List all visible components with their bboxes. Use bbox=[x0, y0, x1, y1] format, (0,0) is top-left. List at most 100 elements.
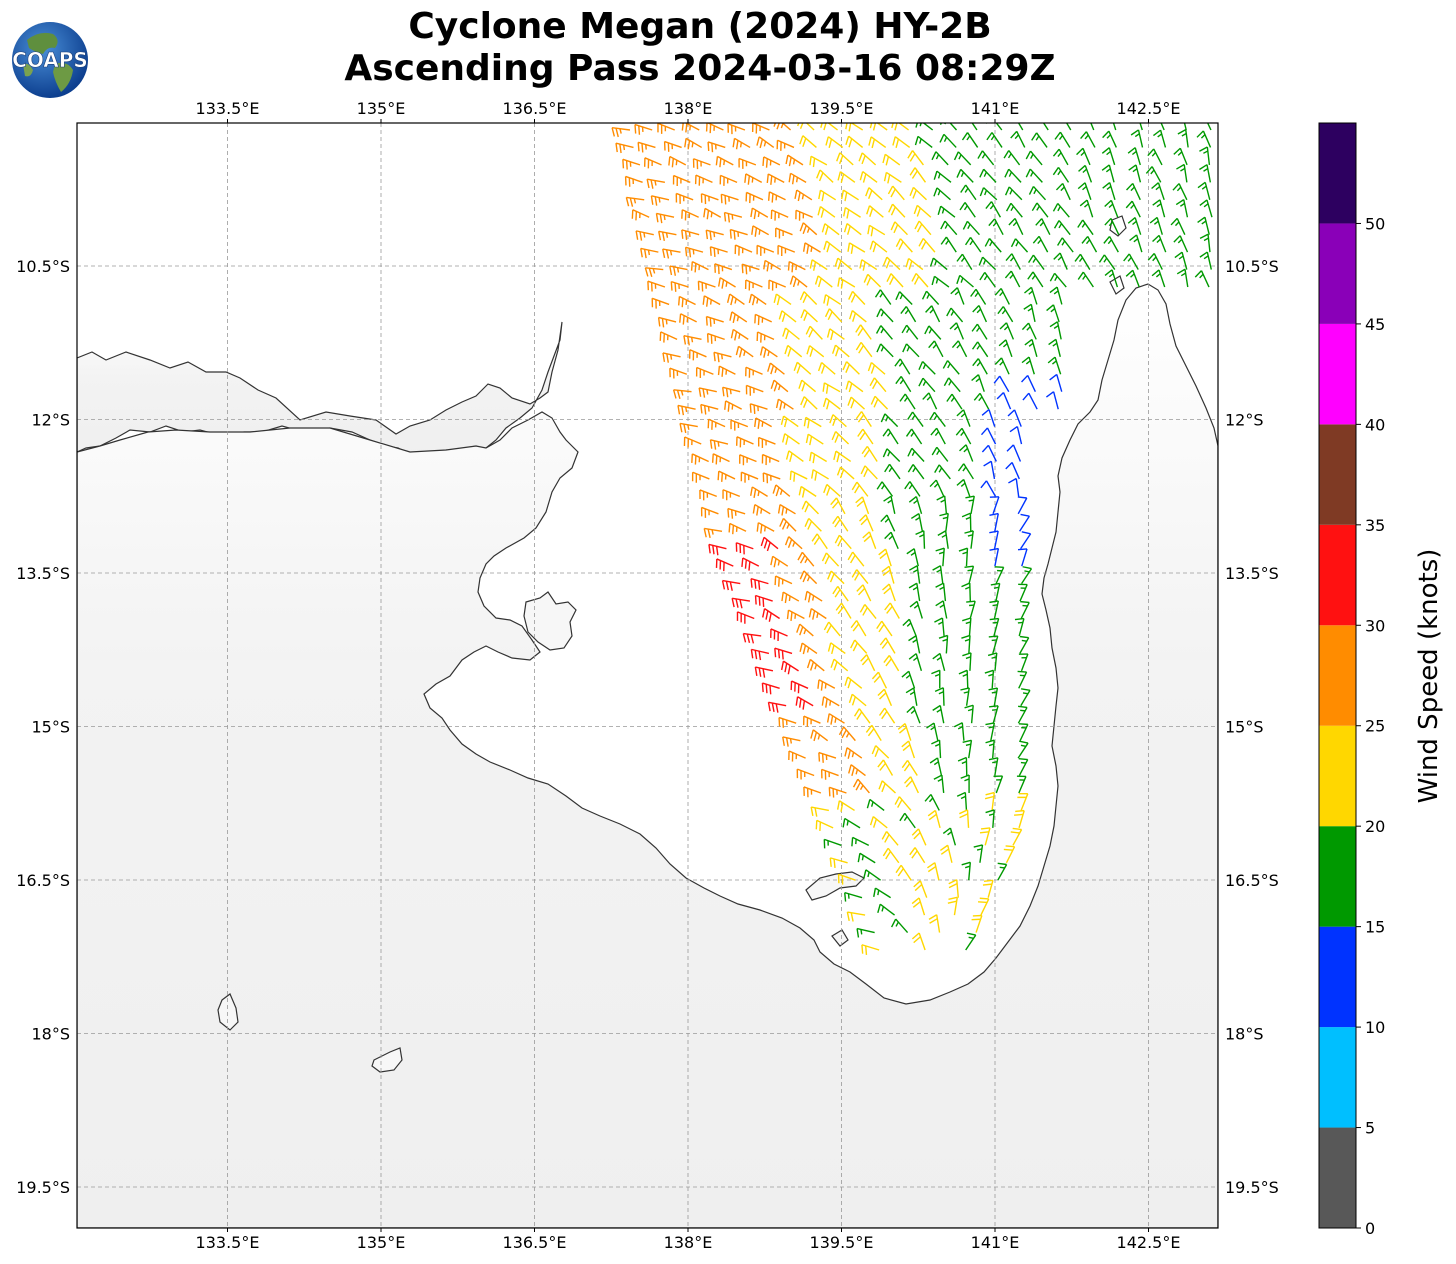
wind-barb bbox=[827, 570, 845, 585]
wind-barb bbox=[887, 185, 905, 201]
wind-barb bbox=[668, 155, 687, 168]
wind-barb bbox=[962, 220, 980, 236]
wind-barb bbox=[828, 786, 847, 798]
wind-barb bbox=[797, 123, 815, 131]
lat-tick-label-left: 12°S bbox=[31, 411, 70, 430]
wind-barb bbox=[988, 635, 999, 654]
wind-barb bbox=[624, 175, 643, 187]
wind-barb bbox=[735, 436, 754, 448]
wind-barb bbox=[932, 652, 946, 672]
wind-barb bbox=[705, 315, 724, 327]
wind-barb bbox=[669, 265, 688, 276]
wind-barb bbox=[956, 274, 974, 288]
wind-barb bbox=[911, 272, 929, 288]
wind-barb bbox=[902, 618, 917, 637]
wind-barb bbox=[881, 565, 895, 584]
wind-barb bbox=[868, 136, 887, 149]
wind-barb bbox=[848, 764, 866, 777]
wind-barb bbox=[663, 140, 682, 152]
wind-barb bbox=[1053, 220, 1071, 236]
wind-barb bbox=[901, 670, 916, 689]
wind-barb bbox=[796, 768, 815, 780]
wind-barb bbox=[1019, 513, 1030, 532]
wind-barb bbox=[977, 897, 990, 916]
wind-barb bbox=[932, 704, 945, 724]
wind-barb bbox=[911, 932, 926, 951]
wind-barb bbox=[831, 431, 850, 445]
wind-barb bbox=[1004, 270, 1021, 288]
wind-barb bbox=[955, 427, 972, 445]
lon-tick-label-top: 135°E bbox=[357, 99, 406, 118]
wind-barb bbox=[832, 585, 849, 602]
wind-barb bbox=[825, 136, 844, 149]
colorbar-tick-label: 40 bbox=[1365, 415, 1385, 434]
wind-barb bbox=[985, 123, 1003, 131]
wind-barb bbox=[646, 178, 666, 189]
wind-barb bbox=[848, 290, 866, 305]
wind-barb bbox=[670, 280, 689, 292]
wind-barb bbox=[695, 366, 714, 379]
wind-barb bbox=[799, 222, 818, 236]
wind-barb bbox=[914, 135, 933, 148]
wind-barb bbox=[878, 548, 892, 567]
wind-barb bbox=[1101, 147, 1116, 166]
wind-barb bbox=[789, 470, 808, 482]
wind-barb bbox=[908, 582, 921, 602]
wind-barb bbox=[1020, 600, 1030, 619]
wind-barb bbox=[647, 280, 666, 292]
wind-barb bbox=[844, 891, 863, 902]
wind-barb bbox=[683, 334, 702, 346]
wind-barb bbox=[951, 340, 968, 358]
graticule bbox=[77, 123, 1218, 1228]
land-groote-eylandt bbox=[523, 591, 577, 651]
wind-barb bbox=[905, 687, 918, 706]
wind-barb bbox=[727, 123, 746, 135]
wind-barb bbox=[859, 170, 878, 183]
colorbar-tick-label: 10 bbox=[1365, 1018, 1385, 1037]
wind-barb bbox=[938, 634, 949, 654]
wind-barb bbox=[852, 778, 870, 794]
lon-tick-label-bottom: 136.5°E bbox=[503, 1233, 567, 1252]
wind-barb bbox=[834, 534, 852, 550]
wind-barb bbox=[1004, 186, 1023, 201]
wind-barb bbox=[855, 496, 870, 515]
wind-barb bbox=[782, 327, 800, 340]
wind-barb bbox=[1010, 130, 1026, 148]
wind-barb bbox=[972, 358, 988, 375]
wind-barb bbox=[894, 358, 911, 375]
wind-barb bbox=[928, 914, 941, 933]
wind-barb bbox=[988, 687, 999, 706]
wind-barb bbox=[953, 151, 972, 166]
wind-barb bbox=[836, 152, 854, 166]
lon-tick-label-top: 138°E bbox=[664, 99, 713, 118]
wind-barb bbox=[981, 444, 997, 462]
wind-barb bbox=[635, 230, 654, 241]
wind-barb bbox=[1127, 217, 1142, 235]
wind-barb bbox=[809, 259, 828, 271]
wind-barb bbox=[1077, 219, 1094, 236]
colorbar-bin bbox=[1319, 123, 1356, 224]
wind-barb bbox=[811, 469, 829, 481]
wind-barb bbox=[907, 411, 924, 428]
wind-barb bbox=[918, 237, 936, 253]
wind-barb bbox=[706, 332, 725, 344]
wind-barb bbox=[855, 324, 872, 340]
wind-barb bbox=[615, 142, 634, 154]
wind-barb bbox=[901, 759, 918, 776]
wind-barb bbox=[853, 708, 871, 724]
wind-barb bbox=[748, 293, 767, 306]
title-line-1: Cyclone Megan (2024) HY-2B bbox=[408, 6, 992, 47]
wind-barb bbox=[1076, 147, 1091, 166]
wind-barb bbox=[770, 379, 789, 393]
wind-barb bbox=[808, 608, 827, 620]
land-small-island bbox=[831, 929, 849, 947]
wind-barb bbox=[723, 211, 743, 223]
colorbar-tick-label: 45 bbox=[1365, 315, 1385, 334]
wind-barb bbox=[902, 343, 920, 358]
wind-barb bbox=[878, 707, 896, 724]
wind-barb bbox=[1014, 617, 1025, 637]
wind-barb bbox=[1028, 254, 1045, 270]
wind-barb bbox=[922, 392, 938, 410]
wind-barb bbox=[741, 263, 760, 275]
wind-barb bbox=[756, 136, 775, 149]
